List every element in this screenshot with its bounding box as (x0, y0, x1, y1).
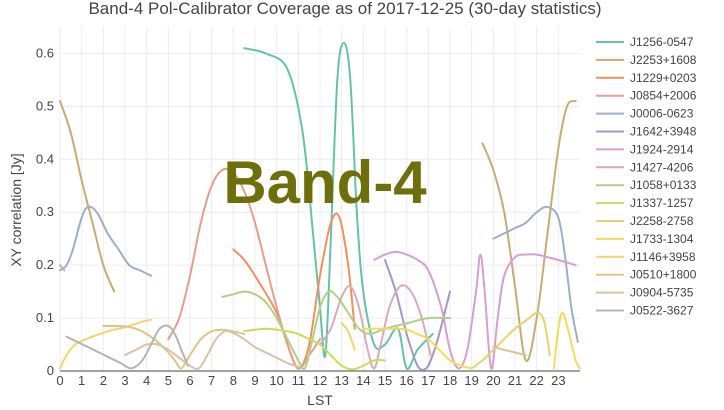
legend-label: J1229+0203 (630, 71, 697, 85)
watermark-label: Band-4 (223, 149, 427, 216)
legend-item[interactable]: J1642+3948 (596, 125, 697, 139)
legend-label: J2258-2758 (630, 214, 694, 228)
series-line-J1146+3958 (59, 318, 152, 370)
y-tick-label: 0 (47, 363, 54, 378)
x-tick-label: 19 (464, 373, 478, 388)
legend-item[interactable]: J1229+0203 (596, 71, 697, 85)
legend-label: J0006-0623 (630, 107, 694, 121)
series-line-J2258-2758 (470, 311, 551, 370)
x-tick-label: 7 (208, 373, 215, 388)
legend-item[interactable]: J0522-3627 (596, 304, 694, 318)
x-tick-label: 1 (78, 373, 85, 388)
legend-item[interactable]: J0904-5735 (596, 286, 694, 300)
x-tick-labels: 0 1 2 3 4 5 6 7 8 9 10 11 12 13 14 15 16 17 18 19 20 21 22 23 (56, 373, 565, 388)
legend-label: J0510+1800 (630, 268, 697, 282)
series-line-J1427-4206 (319, 284, 432, 370)
series-lines (59, 41, 581, 371)
x-tick-label: 23 (551, 373, 565, 388)
x-tick-label: 14 (356, 373, 370, 388)
series-line-J1642+3948 (384, 258, 451, 371)
x-tick-label: 22 (529, 373, 543, 388)
legend-item[interactable]: J0510+1800 (596, 268, 697, 282)
x-tick-label: 3 (121, 373, 128, 388)
y-tick-labels: 0 0.1 0.2 0.3 0.4 0.5 0.6 (36, 45, 54, 378)
grid (59, 27, 580, 372)
x-tick-label: 4 (143, 373, 150, 388)
legend-label: J2253+1608 (630, 53, 697, 67)
y-tick-label: 0.2 (36, 257, 54, 272)
y-tick-label: 0.4 (36, 151, 54, 166)
legend-item[interactable]: J0006-0623 (596, 107, 694, 121)
series-line-J0510+1800 (492, 346, 527, 357)
legend-label: J1733-1304 (630, 232, 694, 246)
legend-item[interactable]: J1256-0547 (596, 35, 694, 49)
y-axis-label: XY correlation [Jy] (8, 153, 24, 266)
legend-item[interactable]: J0854+2006 (596, 89, 697, 103)
series-line-J1229+0203 (232, 212, 356, 370)
series-line-J1146+3958 (340, 322, 356, 351)
x-tick-label: 8 (230, 373, 237, 388)
legend-item[interactable]: J1337-1257 (596, 196, 694, 210)
series-line-J1337-1257 (243, 327, 386, 371)
series-line-J0904-5735 (124, 329, 300, 370)
y-tick-label: 0.5 (36, 98, 54, 113)
legend-label: J1924-2914 (630, 142, 694, 156)
x-tick-label: 15 (378, 373, 392, 388)
x-tick-label: 16 (399, 373, 413, 388)
legend-item[interactable]: J1924-2914 (596, 142, 694, 156)
x-tick-label: 18 (443, 373, 457, 388)
x-tick-label: 13 (334, 373, 348, 388)
legend-item[interactable]: J1733-1304 (596, 232, 694, 246)
legend-label: J1256-0547 (630, 35, 694, 49)
x-tick-label: 12 (313, 373, 327, 388)
series-line-J2253+1608 (481, 100, 577, 362)
legend-item[interactable]: J1146+3958 (596, 250, 696, 264)
legend-label: J0904-5735 (630, 286, 694, 300)
x-tick-label: 0 (56, 373, 63, 388)
series-line-J0510+1800 (102, 324, 246, 370)
y-tick-label: 0.6 (36, 45, 54, 60)
legend-item[interactable]: J1058+0133 (596, 178, 697, 192)
x-tick-label: 2 (100, 373, 107, 388)
x-tick-label: 20 (486, 373, 500, 388)
series-line-J0854+2006 (167, 167, 321, 370)
legend-label: J1058+0133 (630, 178, 697, 192)
x-tick-label: 21 (508, 373, 522, 388)
legend-label: J1337-1257 (630, 196, 694, 210)
y-tick-label: 0.3 (36, 204, 54, 219)
series-line-J1924-2914 (373, 250, 577, 370)
series-line-J1924-2914 (59, 264, 66, 272)
series-line-J0006-0623 (492, 205, 579, 343)
series-line-J1733-1304 (553, 311, 581, 370)
x-tick-label: 6 (186, 373, 193, 388)
x-tick-label: 5 (165, 373, 172, 388)
legend-item[interactable]: J2253+1608 (596, 53, 697, 67)
chart-title: Band-4 Pol-Calibrator Coverage as of 201… (88, 0, 601, 18)
x-tick-label: 10 (269, 373, 283, 388)
legend-label: J0522-3627 (630, 304, 694, 318)
series-line-J0006-0623 (59, 205, 152, 277)
series-line-J2253+1608 (59, 100, 116, 293)
series-line-J0522-3627 (65, 324, 189, 370)
series-line-J1733-1304 (362, 327, 473, 370)
x-tick-label: 17 (421, 373, 435, 388)
legend-label: J1427-4206 (630, 160, 694, 174)
y-tick-label: 0.1 (36, 310, 54, 325)
legend: J1256-0547 J2253+1608 J1229+0203 J0854+2006… (596, 35, 697, 318)
x-axis-label: LST (307, 392, 333, 408)
legend-label: J1146+3958 (630, 250, 696, 264)
legend-label: J0854+2006 (630, 89, 697, 103)
x-tick-label: 11 (292, 373, 306, 388)
legend-item[interactable]: J2258-2758 (596, 214, 694, 228)
legend-label: J1642+3948 (630, 125, 697, 139)
x-tick-label: 9 (251, 373, 258, 388)
legend-item[interactable]: J1427-4206 (596, 160, 694, 174)
